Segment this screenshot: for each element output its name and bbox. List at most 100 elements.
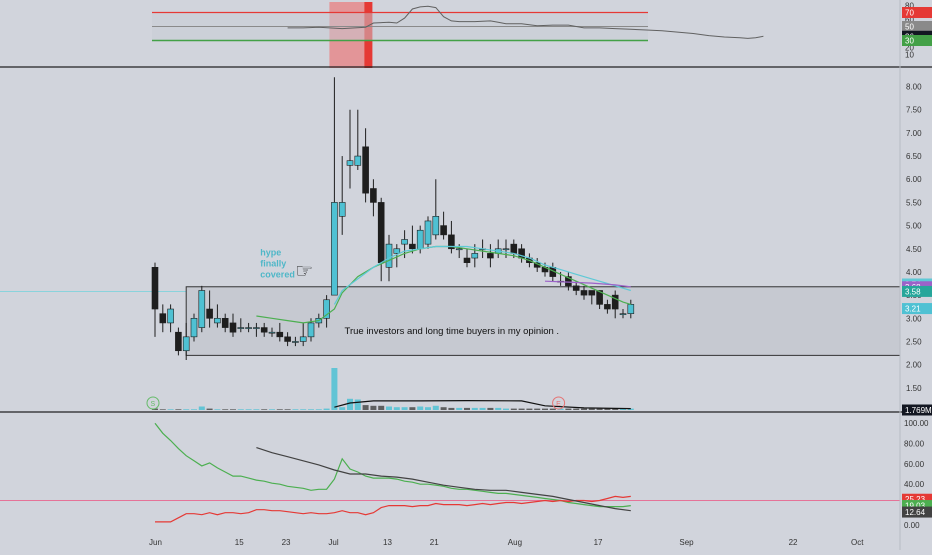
- candle-body: [253, 327, 260, 329]
- volume-bar: [518, 408, 525, 410]
- event-marker-label: S: [151, 401, 156, 408]
- candle-body: [221, 317, 229, 328]
- candle-body: [463, 257, 471, 263]
- candle-body: [604, 304, 611, 310]
- candle-body: [307, 322, 315, 338]
- candle-body: [487, 253, 494, 259]
- volume-bar: [269, 409, 275, 410]
- x-tick-label: Oct: [851, 538, 864, 547]
- candle-body: [167, 308, 174, 324]
- price-tick-label: 5.50: [906, 198, 922, 207]
- volume-bar: [417, 406, 424, 410]
- volume-bar: [230, 409, 236, 410]
- thumbs-up-icon: ☞: [295, 261, 313, 283]
- candle-body: [502, 248, 510, 251]
- dmi-value-badge-bg: [902, 506, 932, 518]
- adx-line: [256, 447, 631, 512]
- candle-body: [510, 243, 518, 254]
- price-tick-label: 5.00: [906, 222, 922, 231]
- volume-bar: [237, 409, 244, 410]
- volume-bar: [557, 408, 564, 410]
- volume-bar: [261, 409, 268, 410]
- dmi-tick-label: 80.00: [904, 440, 925, 449]
- volume-bar: [198, 406, 205, 410]
- x-tick-label: Sep: [679, 538, 694, 547]
- candle-body: [182, 336, 190, 352]
- price-tick-label: 8.00: [906, 83, 922, 92]
- rsi-upper-label-bg: [902, 7, 932, 18]
- rsi-lower-label-bg: [902, 35, 932, 46]
- candle-body: [338, 202, 346, 217]
- price-badge-bg: [902, 285, 932, 297]
- dmi-value-badge: 12.64: [905, 508, 926, 517]
- ema-slow-line: [333, 245, 631, 305]
- dmi-value-badge-bg: [902, 493, 932, 505]
- candle-body: [393, 248, 401, 254]
- volume-bar: [152, 408, 158, 410]
- purple-line-line: [544, 280, 631, 288]
- volume-bar: [596, 408, 603, 410]
- price-tick-label: 2.00: [906, 361, 922, 370]
- price-badge-bg: [902, 303, 932, 315]
- volume-bar: [175, 409, 182, 410]
- hype-annotation: covered: [260, 270, 295, 280]
- dmi-minus-line: [155, 495, 631, 523]
- candle-body: [214, 317, 221, 324]
- volume-bar: [386, 406, 392, 410]
- volume-bar: [440, 407, 447, 410]
- candle-body: [284, 336, 291, 342]
- volume-bar: [222, 409, 229, 410]
- note-annotation: True investors and long time buyers in m…: [345, 326, 560, 337]
- candle-body: [292, 341, 299, 343]
- candle-body: [151, 267, 159, 310]
- volume-bar: [167, 409, 174, 410]
- candle-body: [362, 146, 369, 194]
- candle-body: [619, 313, 627, 315]
- volume-bar: [612, 408, 619, 410]
- x-tick-label: Aug: [508, 538, 522, 547]
- rsi-line: [287, 5, 764, 39]
- volume-bar: [300, 409, 307, 410]
- dmi-tick-label: 40.00: [904, 480, 925, 489]
- x-tick-label: 22: [789, 538, 798, 547]
- volume-bar: [549, 408, 556, 410]
- x-tick-label: 17: [594, 538, 603, 547]
- volume-bar: [464, 407, 470, 410]
- volume-bar: [370, 405, 377, 410]
- price-tick-label: 6.50: [906, 152, 922, 161]
- rsi-upper-label: 70: [905, 9, 914, 18]
- volume-bar: [347, 398, 353, 410]
- price-tick-label: 7.00: [906, 129, 922, 138]
- x-tick-label: 23: [282, 538, 291, 547]
- volume-bar: [471, 407, 478, 410]
- price-tick-label: 1.50: [906, 384, 922, 393]
- volume-bar: [183, 409, 190, 410]
- volume-bar: [448, 407, 455, 410]
- candle-body: [565, 276, 572, 287]
- volume-bar: [588, 408, 595, 410]
- x-tick-label: Jul: [328, 538, 338, 547]
- volume-bar: [526, 408, 533, 410]
- price-tick-label: 3.00: [906, 314, 922, 323]
- candle-body: [596, 290, 603, 305]
- volume-bar: [620, 408, 626, 410]
- candle-body: [572, 285, 580, 291]
- volume-bar: [284, 409, 291, 410]
- volume-bar: [191, 409, 197, 410]
- candle-body: [354, 155, 362, 166]
- price-tick-label: 6.00: [906, 175, 922, 184]
- x-tick-label: Jun: [149, 538, 162, 547]
- volume-bar: [425, 407, 431, 410]
- x-tick-label: 15: [235, 538, 244, 547]
- dmi-tick-label: 60.00: [904, 460, 925, 469]
- volume-bar: [315, 409, 322, 410]
- volume-bar: [308, 409, 314, 410]
- price-badge: 3.58: [905, 287, 921, 296]
- candle-body: [237, 327, 245, 329]
- candle-body: [627, 304, 635, 314]
- candle-body: [331, 202, 338, 296]
